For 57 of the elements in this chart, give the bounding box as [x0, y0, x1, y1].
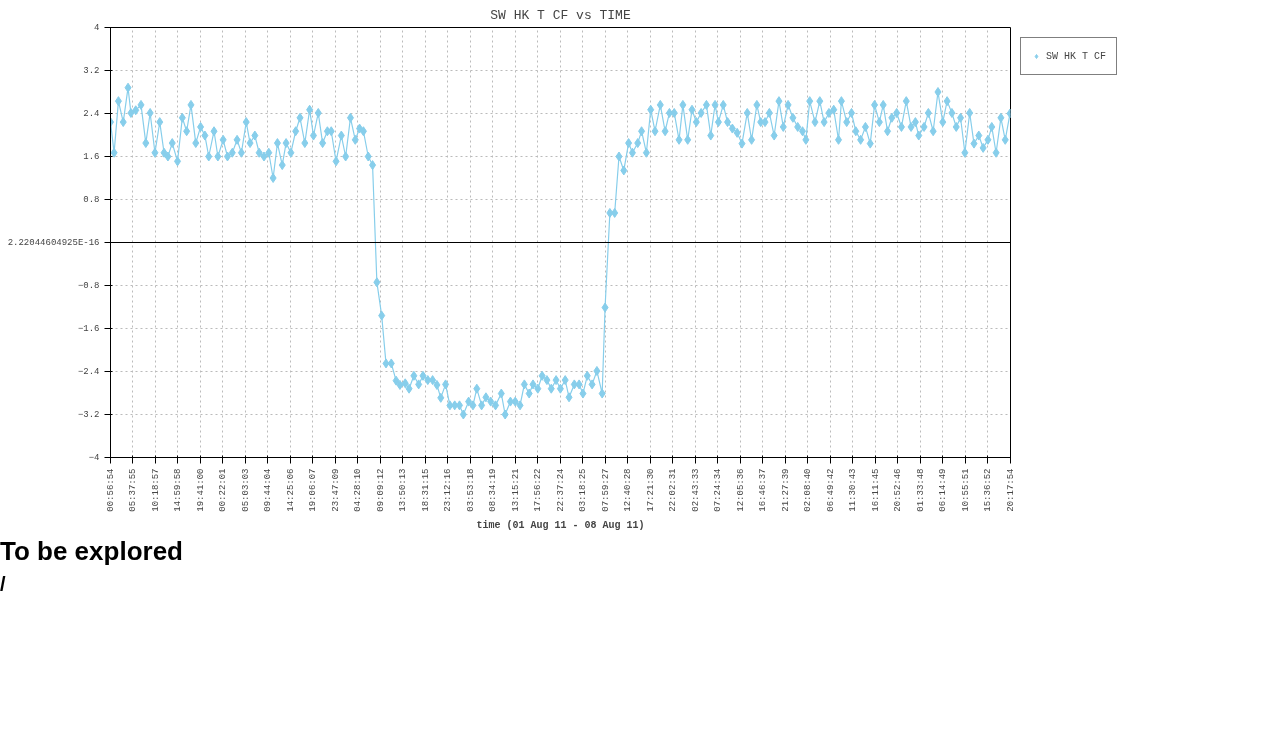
x-tick-label: 17:21:30: [645, 468, 656, 512]
y-tick-label: 2.22044604925E-16: [7, 237, 100, 248]
y-tick-label: −4: [88, 452, 100, 463]
x-tick-label: 13:15:21: [510, 468, 521, 512]
x-tick-label: 12:05:36: [735, 468, 746, 512]
y-tick-label: 0.8: [83, 194, 100, 205]
x-tick-label: 20:52:46: [893, 468, 903, 512]
x-tick-label: 15:36:52: [983, 468, 993, 512]
x-tick-label: 23:47:09: [330, 468, 341, 512]
x-tick-label: 18:31:15: [420, 468, 431, 512]
x-tick-label: 17:56:22: [533, 468, 543, 512]
chart-title: SW HK T CF vs TIME: [490, 7, 631, 23]
x-tick-label: 14:25:06: [285, 468, 296, 512]
x-tick-label: 03:18:25: [578, 468, 588, 512]
x-tick-label: 06:49:42: [825, 468, 836, 512]
x-tick-label: 22:02:31: [668, 468, 678, 512]
x-tick-label: 13:50:13: [398, 468, 408, 512]
x-tick-label: 20:17:54: [1005, 468, 1016, 512]
x-tick-label: 16:11:45: [870, 468, 881, 512]
y-tick-label: −2.4: [77, 366, 100, 377]
y-tick-label: 3.2: [83, 65, 100, 76]
x-tick-label: 06:14:49: [938, 468, 948, 512]
y-tick-label: −3.2: [77, 409, 100, 420]
x-tick-label: 02:08:40: [803, 468, 813, 512]
legend-label: SW HK T CF: [1046, 50, 1107, 62]
x-tick-label: 12:40:28: [623, 468, 633, 512]
x-tick-label: 05:37:55: [128, 468, 138, 512]
x-axis-title: time (01 Aug 11 - 08 Aug 11): [476, 519, 645, 531]
x-tick-label: 14:59:58: [173, 468, 183, 512]
x-tick-label: 19:41:00: [195, 468, 206, 512]
x-tick-label: 10:18:57: [150, 468, 161, 512]
x-tick-label: 21:27:39: [780, 468, 791, 512]
x-tick-label: 11:30:43: [848, 468, 858, 512]
x-tick-label: 07:24:34: [713, 468, 723, 512]
x-tick-label: 01:33:48: [915, 468, 926, 512]
y-tick-label: 2.4: [83, 108, 100, 119]
x-tick-label: 08:34:19: [488, 468, 498, 512]
x-tick-label: 09:44:04: [263, 468, 273, 512]
x-tick-label: 02:43:33: [690, 468, 701, 512]
x-tick-label: 05:03:03: [240, 468, 251, 512]
x-tick-label: 10:55:51: [960, 468, 971, 512]
y-tick-label: −1.6: [77, 323, 100, 334]
text: /: [0, 572, 6, 598]
y-tick-label: 1.6: [83, 151, 100, 162]
x-tick-label: 03:53:18: [465, 468, 476, 512]
x-tick-label: 00:22:01: [218, 468, 228, 512]
x-tick-label: 04:28:10: [353, 468, 363, 512]
text: To be explored: [0, 535, 183, 568]
x-tick-label: 23:12:16: [443, 468, 453, 512]
x-tick-label: 09:09:12: [375, 468, 386, 512]
y-tick-label: −0.8: [77, 280, 100, 291]
y-tick-label: 4: [94, 22, 100, 33]
x-tick-label: 22:37:24: [555, 468, 566, 512]
x-tick-label: 16:46:37: [758, 468, 768, 512]
x-tick-label: 19:06:07: [308, 468, 318, 512]
x-tick-label: 00:56:54: [105, 468, 116, 512]
x-tick-label: 07:59:27: [600, 468, 611, 512]
